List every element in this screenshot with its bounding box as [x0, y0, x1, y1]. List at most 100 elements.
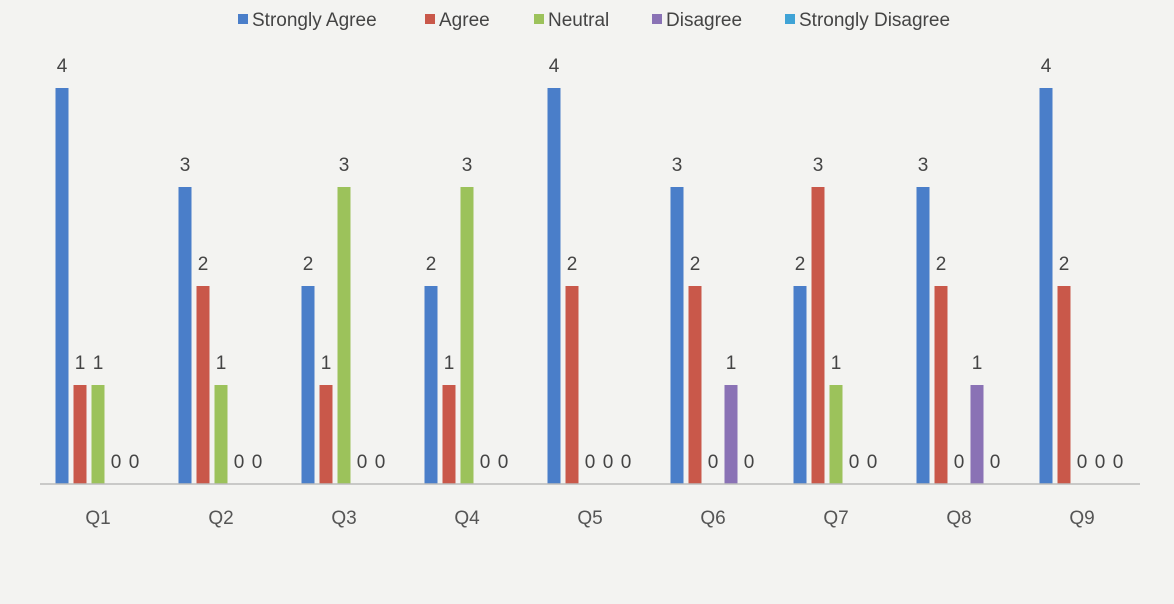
- data-label-q1-agree: 1: [75, 353, 86, 374]
- bar-q5-agree: [565, 286, 579, 484]
- legend-label-disagree: Disagree: [666, 10, 742, 31]
- bar-q9-strongly-agree: [1039, 88, 1053, 484]
- data-label-q8-strongly-agree: 3: [918, 155, 929, 176]
- category-label-q6: Q6: [700, 508, 725, 529]
- category-labels: Q1 Q2 Q3 Q4 Q5 Q6 Q7 Q8 Q9: [85, 508, 1094, 529]
- category-label-q8: Q8: [946, 508, 971, 529]
- data-label-q6-agree: 2: [690, 254, 701, 275]
- category-label-q9: Q9: [1069, 508, 1094, 529]
- bar-q3-agree: [319, 385, 333, 484]
- data-label-q7-strongly-disagree: 0: [867, 452, 878, 473]
- data-label-q7-neutral: 1: [831, 353, 842, 374]
- data-label-q7-disagree: 0: [849, 452, 860, 473]
- data-label-q6-disagree: 1: [726, 353, 737, 374]
- bar-q1-strongly-agree: [55, 88, 69, 484]
- data-label-q1-strongly-agree: 4: [57, 56, 68, 77]
- bar-q6-disagree: [724, 385, 738, 484]
- legend-swatch-agree: [425, 14, 435, 24]
- data-label-q1-neutral: 1: [93, 353, 104, 374]
- data-label-q6-strongly-disagree: 0: [744, 452, 755, 473]
- bar-q8-disagree: [970, 385, 984, 484]
- bar-q7-neutral: [829, 385, 843, 484]
- data-label-q4-strongly-disagree: 0: [498, 452, 509, 473]
- data-label-q7-agree: 3: [813, 155, 824, 176]
- legend-label-agree: Agree: [439, 10, 490, 31]
- legend-item-neutral: Neutral: [534, 10, 609, 31]
- data-label-q3-disagree: 0: [357, 452, 368, 473]
- legend-item-disagree: Disagree: [652, 10, 742, 31]
- legend-swatch-neutral: [534, 14, 544, 24]
- legend-label-neutral: Neutral: [548, 10, 609, 31]
- data-label-q9-disagree: 0: [1095, 452, 1106, 473]
- data-label-q3-neutral: 3: [339, 155, 350, 176]
- data-label-q8-strongly-disagree: 0: [990, 452, 1001, 473]
- data-label-q9-neutral: 0: [1077, 452, 1088, 473]
- bar-q2-agree: [196, 286, 210, 484]
- category-label-q2: Q2: [208, 508, 233, 529]
- legend-swatch-strongly-disagree: [785, 14, 795, 24]
- data-label-q5-agree: 2: [567, 254, 578, 275]
- legend-item-strongly-disagree: Strongly Disagree: [785, 10, 950, 31]
- data-label-q6-neutral: 0: [708, 452, 719, 473]
- bar-q4-agree: [442, 385, 456, 484]
- bar-q6-strongly-agree: [670, 187, 684, 484]
- data-label-q9-agree: 2: [1059, 254, 1070, 275]
- data-label-q8-agree: 2: [936, 254, 947, 275]
- bar-q4-neutral: [460, 187, 474, 484]
- data-label-q1-disagree: 0: [111, 452, 122, 473]
- bar-q9-agree: [1057, 286, 1071, 484]
- data-label-q5-neutral: 0: [585, 452, 596, 473]
- bar-q7-strongly-agree: [793, 286, 807, 484]
- data-label-q4-agree: 1: [444, 353, 455, 374]
- category-label-q3: Q3: [331, 508, 356, 529]
- legend-label-strongly-agree: Strongly Agree: [252, 10, 377, 31]
- legend-item-strongly-agree: Strongly Agree: [238, 10, 377, 31]
- data-label-q2-strongly-disagree: 0: [252, 452, 263, 473]
- data-label-q5-strongly-disagree: 0: [621, 452, 632, 473]
- bar-q5-strongly-agree: [547, 88, 561, 484]
- data-label-q3-strongly-agree: 2: [303, 254, 314, 275]
- data-label-q1-strongly-disagree: 0: [129, 452, 140, 473]
- bar-q1-neutral: [91, 385, 105, 484]
- legend: Strongly Agree Agree Neutral Disagree Strong…: [238, 10, 950, 31]
- data-label-q3-agree: 1: [321, 353, 332, 374]
- bar-q6-agree: [688, 286, 702, 484]
- bar-q7-agree: [811, 187, 825, 484]
- bar-q2-neutral: [214, 385, 228, 484]
- data-label-q8-disagree: 1: [972, 353, 983, 374]
- data-label-q2-neutral: 1: [216, 353, 227, 374]
- bar-q8-strongly-agree: [916, 187, 930, 484]
- data-label-q8-neutral: 0: [954, 452, 965, 473]
- data-label-q2-agree: 2: [198, 254, 209, 275]
- bar-q8-agree: [934, 286, 948, 484]
- category-label-q4: Q4: [454, 508, 480, 529]
- bar-q3-neutral: [337, 187, 351, 484]
- data-label-q4-disagree: 0: [480, 452, 491, 473]
- data-label-q9-strongly-agree: 4: [1041, 56, 1052, 77]
- data-label-q7-strongly-agree: 2: [795, 254, 806, 275]
- data-label-q2-disagree: 0: [234, 452, 245, 473]
- bar-q4-strongly-agree: [424, 286, 438, 484]
- data-label-q9-strongly-disagree: 0: [1113, 452, 1124, 473]
- data-label-q4-strongly-agree: 2: [426, 254, 437, 275]
- bar-q1-agree: [73, 385, 87, 484]
- data-label-q6-strongly-agree: 3: [672, 155, 683, 176]
- bars: [55, 88, 1071, 484]
- data-label-q3-strongly-disagree: 0: [375, 452, 386, 473]
- data-label-q4-neutral: 3: [462, 155, 473, 176]
- legend-item-agree: Agree: [425, 10, 490, 31]
- bar-q2-strongly-agree: [178, 187, 192, 484]
- legend-label-strongly-disagree: Strongly Disagree: [799, 10, 950, 31]
- category-label-q1: Q1: [85, 508, 110, 529]
- legend-swatch-disagree: [652, 14, 662, 24]
- bar-q3-strongly-agree: [301, 286, 315, 484]
- data-label-q2-strongly-agree: 3: [180, 155, 191, 176]
- category-label-q5: Q5: [577, 508, 602, 529]
- data-label-q5-strongly-agree: 4: [549, 56, 560, 77]
- data-label-q5-disagree: 0: [603, 452, 614, 473]
- legend-swatch-strongly-agree: [238, 14, 248, 24]
- category-label-q7: Q7: [823, 508, 848, 529]
